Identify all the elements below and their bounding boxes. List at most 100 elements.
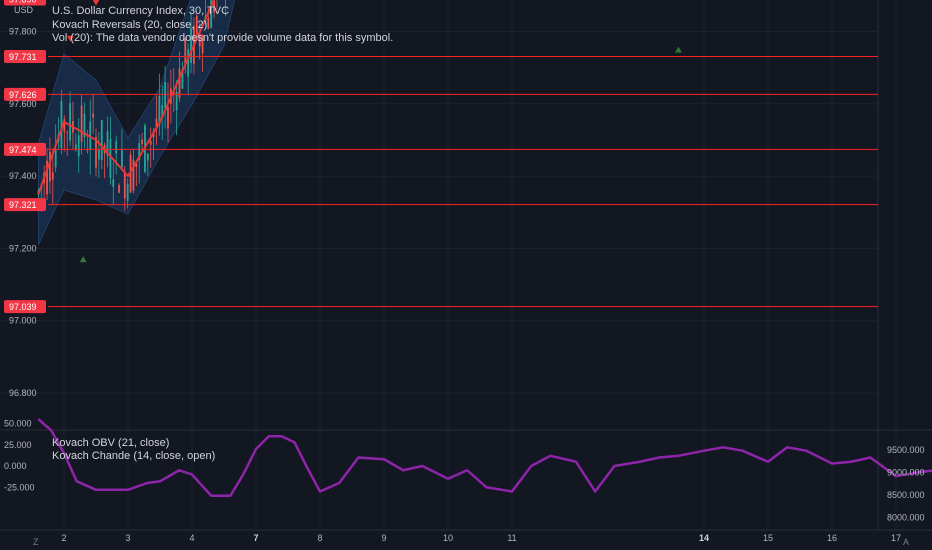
x-tick-label: 8	[317, 533, 322, 543]
x-tick-label: 14	[699, 533, 709, 543]
ma-series-line	[37, 0, 216, 195]
candle-body	[149, 141, 152, 145]
candle	[106, 116, 109, 168]
osc-y-tick-label: -25.000	[4, 482, 35, 492]
candle-body	[129, 154, 132, 193]
candle	[60, 89, 63, 155]
candle-body	[77, 135, 80, 157]
x-tick-label: 11	[507, 533, 516, 543]
candle	[175, 80, 178, 136]
osc-right-tick-label: 9000.000	[887, 468, 925, 478]
x-tick-label: 15	[763, 533, 773, 543]
candle-body	[54, 148, 57, 168]
candle-body	[146, 153, 149, 161]
top-legend: U.S. Dollar Currency Index, 30, TVC Kova…	[52, 5, 393, 46]
candle	[126, 178, 129, 209]
indicator-legend-volume[interactable]: Vol (20): The data vendor doesn't provid…	[52, 32, 394, 44]
candle	[167, 82, 169, 143]
candle	[146, 153, 149, 176]
candle-body	[46, 160, 48, 195]
level-label: 97.321	[4, 198, 46, 212]
candle-body	[106, 131, 109, 156]
candle	[149, 127, 152, 168]
candle	[77, 118, 80, 173]
x-tick-label: 7	[253, 533, 258, 543]
level-label: 97.626	[4, 87, 46, 101]
indicator-legend-obv[interactable]: Kovach OBV (21, close)	[52, 437, 170, 449]
x-tick-label: 9	[381, 533, 386, 543]
candle	[115, 135, 118, 175]
candle	[66, 130, 69, 156]
candle	[49, 137, 51, 194]
candle-body	[109, 139, 112, 178]
level-value: 97.890	[9, 0, 37, 4]
osc-y-tick-label: 50.000	[4, 419, 32, 429]
y-tick-label: 97.800	[9, 27, 37, 37]
candle-body	[158, 95, 161, 126]
candle-body	[167, 107, 169, 129]
reversal-down-arrow	[92, 0, 100, 6]
level-label: 97.731	[4, 49, 46, 63]
candle-body	[141, 139, 143, 145]
candle-body	[132, 159, 135, 191]
level-badge	[4, 300, 46, 314]
lower-legend: Kovach OBV (21, close) Kovach Chande (14…	[52, 437, 215, 463]
y-tick-label: 97.200	[9, 243, 37, 253]
candle-body	[121, 150, 123, 168]
candle	[112, 161, 115, 205]
candle	[195, 13, 198, 39]
candle-body	[178, 68, 181, 98]
candle-body	[161, 105, 164, 117]
candle	[213, 0, 215, 19]
indicator-legend-reversals[interactable]: Kovach Reversals (20, close, 2)	[52, 18, 208, 31]
horizontal-levels: 99.40598.82098.22497.89097.73197.62697.4…	[4, 0, 878, 314]
candle-body	[126, 184, 129, 201]
level-badge	[4, 87, 46, 101]
level-label: 97.039	[4, 300, 46, 314]
candle-body	[135, 163, 138, 167]
candle-body	[83, 113, 86, 137]
indicator-legend-chande[interactable]: Kovach Chande (14, close, open)	[52, 450, 216, 462]
zoom-button[interactable]: Z	[33, 537, 39, 547]
candle	[100, 119, 103, 170]
y-tick-label: 97.000	[9, 316, 37, 326]
osc-y-tick-label: 0.000	[4, 461, 27, 471]
candle	[138, 134, 141, 184]
candle	[210, 0, 213, 29]
candle-body	[69, 103, 71, 141]
candle-body	[207, 18, 210, 29]
auto-scale-button[interactable]: A	[903, 537, 910, 547]
reversal-up-arrow	[674, 46, 682, 53]
y-tick-label: 96.800	[9, 388, 37, 398]
candle	[225, 0, 227, 17]
axes: 2347891011141516171896.80097.00097.20097…	[4, 27, 925, 544]
osc-right-tick-label: 8500.000	[887, 490, 925, 500]
candle-body	[198, 33, 201, 47]
level-badge	[4, 0, 46, 6]
candle	[155, 95, 158, 146]
candle-body	[213, 0, 215, 13]
candle-body	[80, 105, 83, 142]
candle	[74, 133, 77, 152]
moving-average	[37, 0, 216, 195]
x-tick-label: 2	[61, 533, 66, 543]
candle	[198, 22, 201, 60]
candle-body	[155, 118, 158, 128]
candle-body	[181, 69, 184, 89]
candle-body	[175, 91, 178, 111]
candle	[109, 116, 112, 185]
candle-body	[118, 185, 120, 193]
y-tick-label: 97.400	[9, 171, 37, 181]
candle	[181, 61, 184, 90]
candle-body	[60, 101, 63, 149]
symbol-title[interactable]: U.S. Dollar Currency Index, 30, TVC	[52, 5, 230, 17]
candle-body	[210, 0, 213, 28]
candle	[135, 163, 138, 187]
candle	[184, 37, 187, 74]
level-value: 97.474	[9, 145, 37, 155]
candle-body	[201, 35, 204, 54]
candle	[216, 0, 218, 10]
candle-body	[184, 38, 187, 64]
candle	[92, 94, 95, 134]
